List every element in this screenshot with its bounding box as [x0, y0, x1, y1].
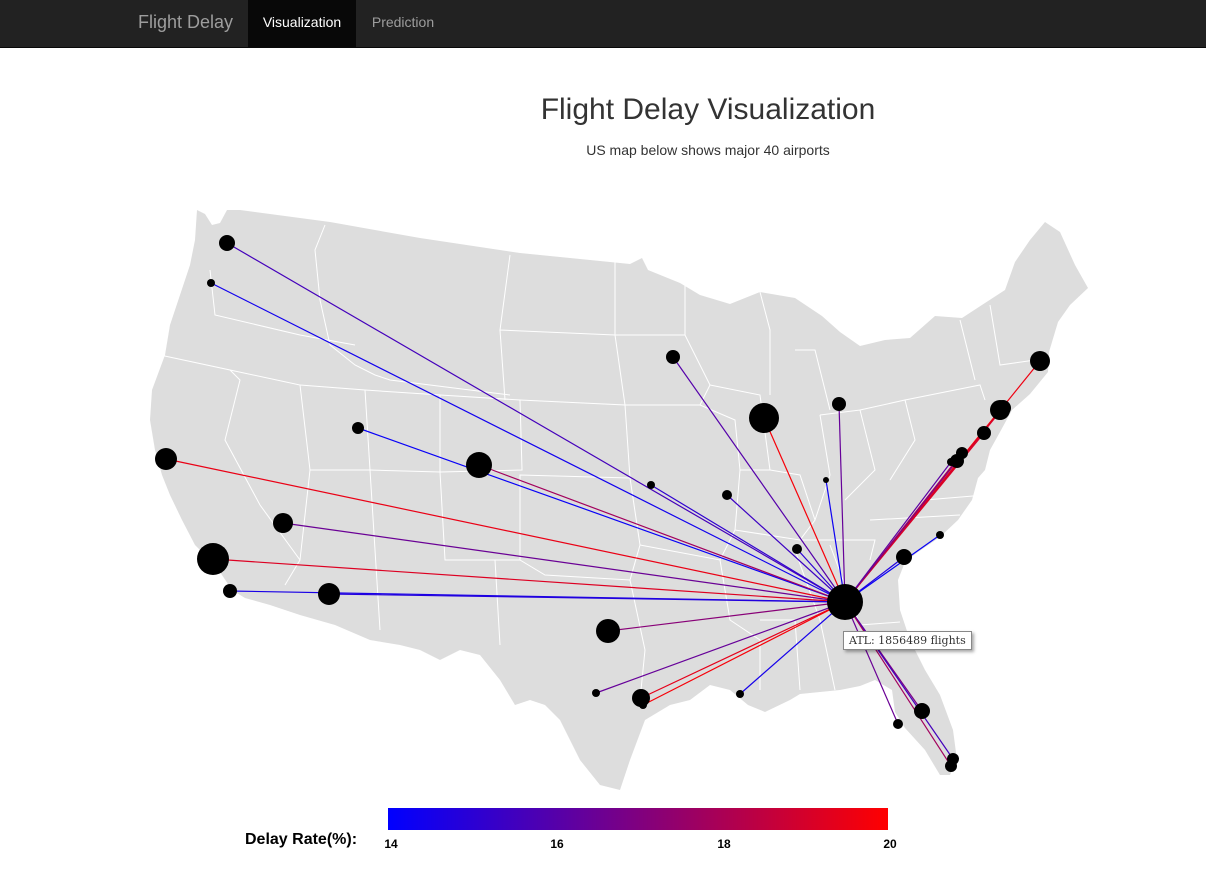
route-line [226, 242, 846, 603]
airport-marker[interactable] [832, 397, 846, 411]
route-line [763, 417, 846, 603]
airport-marker[interactable] [736, 690, 744, 698]
route-line [844, 460, 958, 603]
airport-marker[interactable] [914, 703, 930, 719]
state-border [439, 471, 501, 646]
route-line [282, 522, 846, 603]
legend-tick: 14 [384, 837, 398, 851]
brand-link[interactable]: Flight Delay [138, 12, 234, 32]
route-line [650, 484, 846, 603]
airport-marker[interactable] [197, 543, 229, 575]
route-line [607, 601, 846, 632]
airport-marker[interactable] [273, 513, 293, 533]
route-line [478, 464, 846, 603]
route-line [726, 494, 846, 603]
legend-label: Delay Rate(%): [245, 831, 358, 848]
route-line [844, 534, 941, 603]
state-border [959, 319, 976, 381]
state-border [499, 329, 506, 401]
state-border [800, 539, 876, 561]
airport-marker[interactable] [647, 481, 655, 489]
state-border [814, 414, 831, 521]
state-border [639, 404, 741, 561]
route-line [210, 282, 846, 603]
route-line [212, 558, 846, 603]
state-border [495, 474, 631, 561]
airport-marker[interactable] [792, 544, 802, 554]
airport-tooltip: ATL: 1856489 flights [843, 631, 972, 650]
state-border [364, 389, 441, 473]
airport-marker[interactable] [749, 403, 779, 433]
state-border [759, 291, 771, 395]
state-border [904, 384, 986, 401]
airport-marker[interactable] [466, 452, 492, 478]
airport-marker[interactable] [1030, 351, 1050, 371]
airport-marker[interactable] [219, 235, 235, 251]
airport-marker[interactable] [977, 426, 991, 440]
us-land [150, 210, 1088, 790]
legend-tick: 18 [717, 837, 731, 851]
state-border [719, 559, 761, 690]
nav-visualization[interactable]: Visualization [248, 0, 356, 47]
airport-marker[interactable] [352, 422, 364, 434]
airport-markers [155, 235, 1050, 772]
page-subtitle: US map below shows major 40 airports [586, 142, 830, 158]
route-line [844, 601, 952, 767]
airport-marker[interactable] [318, 583, 340, 605]
airport-marker[interactable] [666, 350, 680, 364]
state-border [369, 469, 381, 631]
route-line [640, 601, 846, 699]
route-line [844, 601, 899, 725]
state-border [795, 349, 831, 411]
navbar: Flight Delay Visualization Prediction [0, 0, 1206, 48]
us-map [150, 210, 1088, 790]
route-line [357, 427, 846, 603]
page-title: Flight Delay Visualization [540, 93, 876, 126]
airport-marker[interactable] [936, 531, 944, 539]
airport-marker[interactable] [592, 689, 600, 697]
route-line [739, 601, 846, 695]
airport-marker[interactable] [223, 584, 237, 598]
us-land-outline [150, 210, 1088, 790]
airport-marker[interactable] [722, 490, 732, 500]
route-line [672, 356, 846, 603]
airport-marker[interactable] [896, 549, 912, 565]
state-border [209, 269, 356, 346]
route-line [844, 461, 952, 603]
state-border [314, 224, 511, 396]
route-line [165, 458, 846, 603]
airport-marker-atl[interactable] [827, 584, 863, 620]
route-line [642, 601, 846, 706]
route-line [595, 601, 846, 694]
state-border [629, 579, 646, 701]
route-line [844, 601, 954, 760]
state-border [794, 549, 836, 691]
airport-marker[interactable] [639, 701, 647, 709]
nav-prediction[interactable]: Prediction [371, 14, 435, 30]
state-border [859, 399, 916, 481]
legend-tick: 20 [883, 837, 897, 851]
state-border [989, 304, 1036, 366]
airport-marker[interactable] [945, 760, 957, 772]
airport-marker[interactable] [155, 448, 177, 470]
legend-tick: 16 [550, 837, 564, 851]
airport-marker[interactable] [995, 400, 1011, 416]
airport-marker[interactable] [947, 458, 955, 466]
state-border [819, 409, 876, 501]
state-border [924, 494, 986, 501]
airport-marker[interactable] [893, 719, 903, 729]
airport-marker[interactable] [823, 477, 829, 483]
route-line [838, 403, 846, 603]
airport-marker[interactable] [596, 619, 620, 643]
route-line [825, 479, 846, 603]
delay-rate-gradient [388, 808, 888, 830]
route-line [328, 593, 846, 603]
airport-marker[interactable] [207, 279, 215, 287]
